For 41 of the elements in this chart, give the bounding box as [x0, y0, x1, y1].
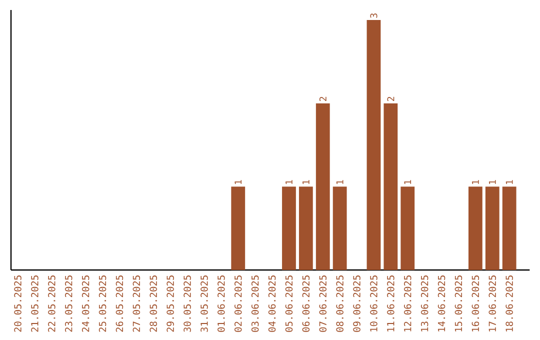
- data-label: 2: [319, 96, 326, 102]
- data-label: 2: [387, 96, 394, 102]
- x-tick-label: 24.05.2025: [82, 275, 90, 332]
- data-label: 1: [302, 180, 310, 184]
- x-tick-label: 15.06.2025: [454, 275, 462, 332]
- x-tick-label: 29.05.2025: [166, 275, 174, 332]
- data-label: 1: [472, 180, 479, 184]
- data-label: 3: [370, 13, 378, 18]
- data-label: 1: [336, 180, 344, 184]
- x-tick-label: 09.06.2025: [353, 275, 360, 332]
- x-tick-label: 05.06.2025: [285, 275, 293, 332]
- x-tick-label: 16.06.2025: [472, 275, 480, 332]
- x-tick-label: 08.06.2025: [336, 275, 344, 332]
- x-tick-label: 20.05.2025: [14, 275, 22, 332]
- x-tick-label: 28.05.2025: [150, 275, 157, 332]
- x-tick-label: 07.06.2025: [319, 275, 326, 332]
- x-tick-label: 25.05.2025: [98, 275, 106, 332]
- x-tick-label: 10.06.2025: [370, 275, 378, 332]
- x-tick-label: 02.06.2025: [234, 275, 242, 332]
- x-tick-label: 12.06.2025: [404, 275, 412, 332]
- data-label: 1: [234, 180, 242, 184]
- x-tick-label: 03.06.2025: [251, 275, 259, 332]
- x-tick-label: 14.06.2025: [438, 275, 446, 332]
- x-tick-label: 22.05.2025: [48, 275, 56, 332]
- x-tick-label: 31.05.2025: [200, 275, 208, 332]
- x-tick-label: 13.06.2025: [420, 275, 428, 332]
- data-label: 1: [404, 180, 412, 184]
- x-tick-label: 30.05.2025: [184, 275, 191, 332]
- x-tick-label: 04.06.2025: [268, 275, 276, 332]
- x-tick-label: 18.06.2025: [506, 275, 513, 332]
- x-tick-label: 21.05.2025: [31, 275, 38, 332]
- data-label: 1: [488, 180, 496, 184]
- x-tick-label: 06.06.2025: [302, 275, 310, 332]
- x-tick-label: 17.06.2025: [488, 275, 496, 332]
- data-label: 1: [286, 180, 292, 184]
- x-tick-label: 26.05.2025: [116, 275, 124, 332]
- data-label: 1: [506, 180, 513, 184]
- x-tick-label: 23.05.2025: [64, 275, 72, 332]
- x-tick-label: 27.05.2025: [132, 275, 140, 332]
- x-tick-label: 11.06.2025: [387, 275, 394, 332]
- x-tick-label: 01.06.2025: [218, 275, 225, 332]
